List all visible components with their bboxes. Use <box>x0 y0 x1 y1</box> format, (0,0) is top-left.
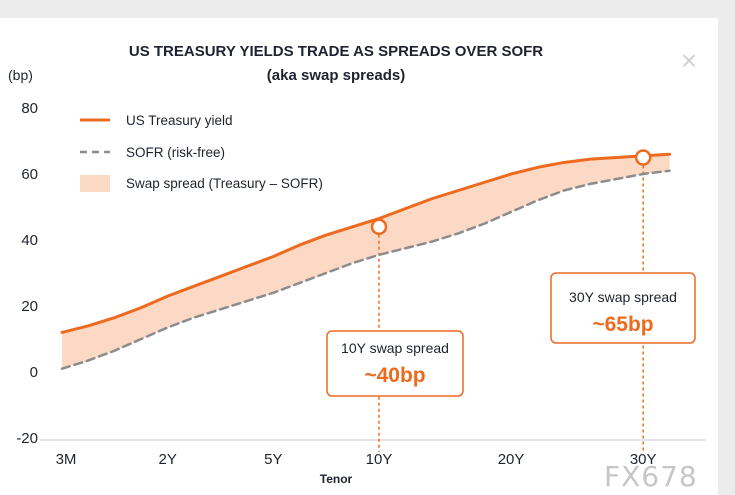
x-tick-label-10y: 10Y <box>366 451 393 468</box>
callout-box-30y <box>550 272 696 344</box>
annotation-marker-1 <box>634 149 652 166</box>
chart-subtitle: (aka swap spreads) <box>267 67 405 84</box>
y-tick-label: 40 <box>21 232 38 249</box>
close-icon[interactable]: × <box>680 45 698 76</box>
y-axis-unit: (bp) <box>8 67 33 83</box>
x-tick-label-20y: 20Y <box>498 451 525 468</box>
y-tick-label: -20 <box>16 430 38 447</box>
legend-label-swap-spread: Swap spread (Treasury – SOFR) <box>126 176 323 191</box>
legend-swatch-swap-spread <box>80 175 110 192</box>
y-tick-label: 0 <box>30 364 38 381</box>
chart-card: US TREASURY YIELDS TRADE AS SPREADS OVER… <box>0 18 718 495</box>
x-tick-label-2y: 2Y <box>158 451 176 468</box>
x-tick-label-3m: 3M <box>56 451 77 468</box>
callout-box-10y <box>326 330 464 397</box>
legend: US Treasury yield SOFR (risk-free) Swap … <box>80 113 323 192</box>
x-axis: 3M 2Y 5Y 10Y 20Y 30Y <box>56 451 657 468</box>
x-tick-label-30y: 30Y <box>630 451 657 468</box>
callout-value-10y: ~40bp <box>364 364 425 387</box>
y-tick-label: 20 <box>21 298 38 315</box>
series-lines <box>60 152 672 370</box>
x-tick-label-5y: 5Y <box>264 451 282 468</box>
callout-value-30y: ~65bp <box>592 313 653 336</box>
y-tick-label: 80 <box>21 100 38 117</box>
callouts: 10Y swap spread ~40bp 30Y swap spread ~6… <box>326 272 696 397</box>
x-axis-title: Tenor <box>320 472 353 486</box>
annotation-marker-0 <box>370 218 388 236</box>
chart-title: US TREASURY YIELDS TRADE AS SPREADS OVER… <box>129 43 543 60</box>
y-tick-label: 60 <box>21 166 38 183</box>
callout-label-30y: 30Y swap spread <box>569 289 677 305</box>
legend-label-sofr: SOFR (risk-free) <box>126 145 225 160</box>
callout-label-10y: 10Y swap spread <box>341 340 449 356</box>
chart: US TREASURY YIELDS TRADE AS SPREADS OVER… <box>8 43 706 486</box>
annotation-markers <box>370 149 652 236</box>
y-axis: -20 0 20 40 60 80 <box>16 100 38 447</box>
legend-label-treasury: US Treasury yield <box>126 113 233 128</box>
series-line-sofr <box>60 169 671 370</box>
watermark: FX678 <box>604 460 698 493</box>
series-line-treasury <box>60 152 672 334</box>
